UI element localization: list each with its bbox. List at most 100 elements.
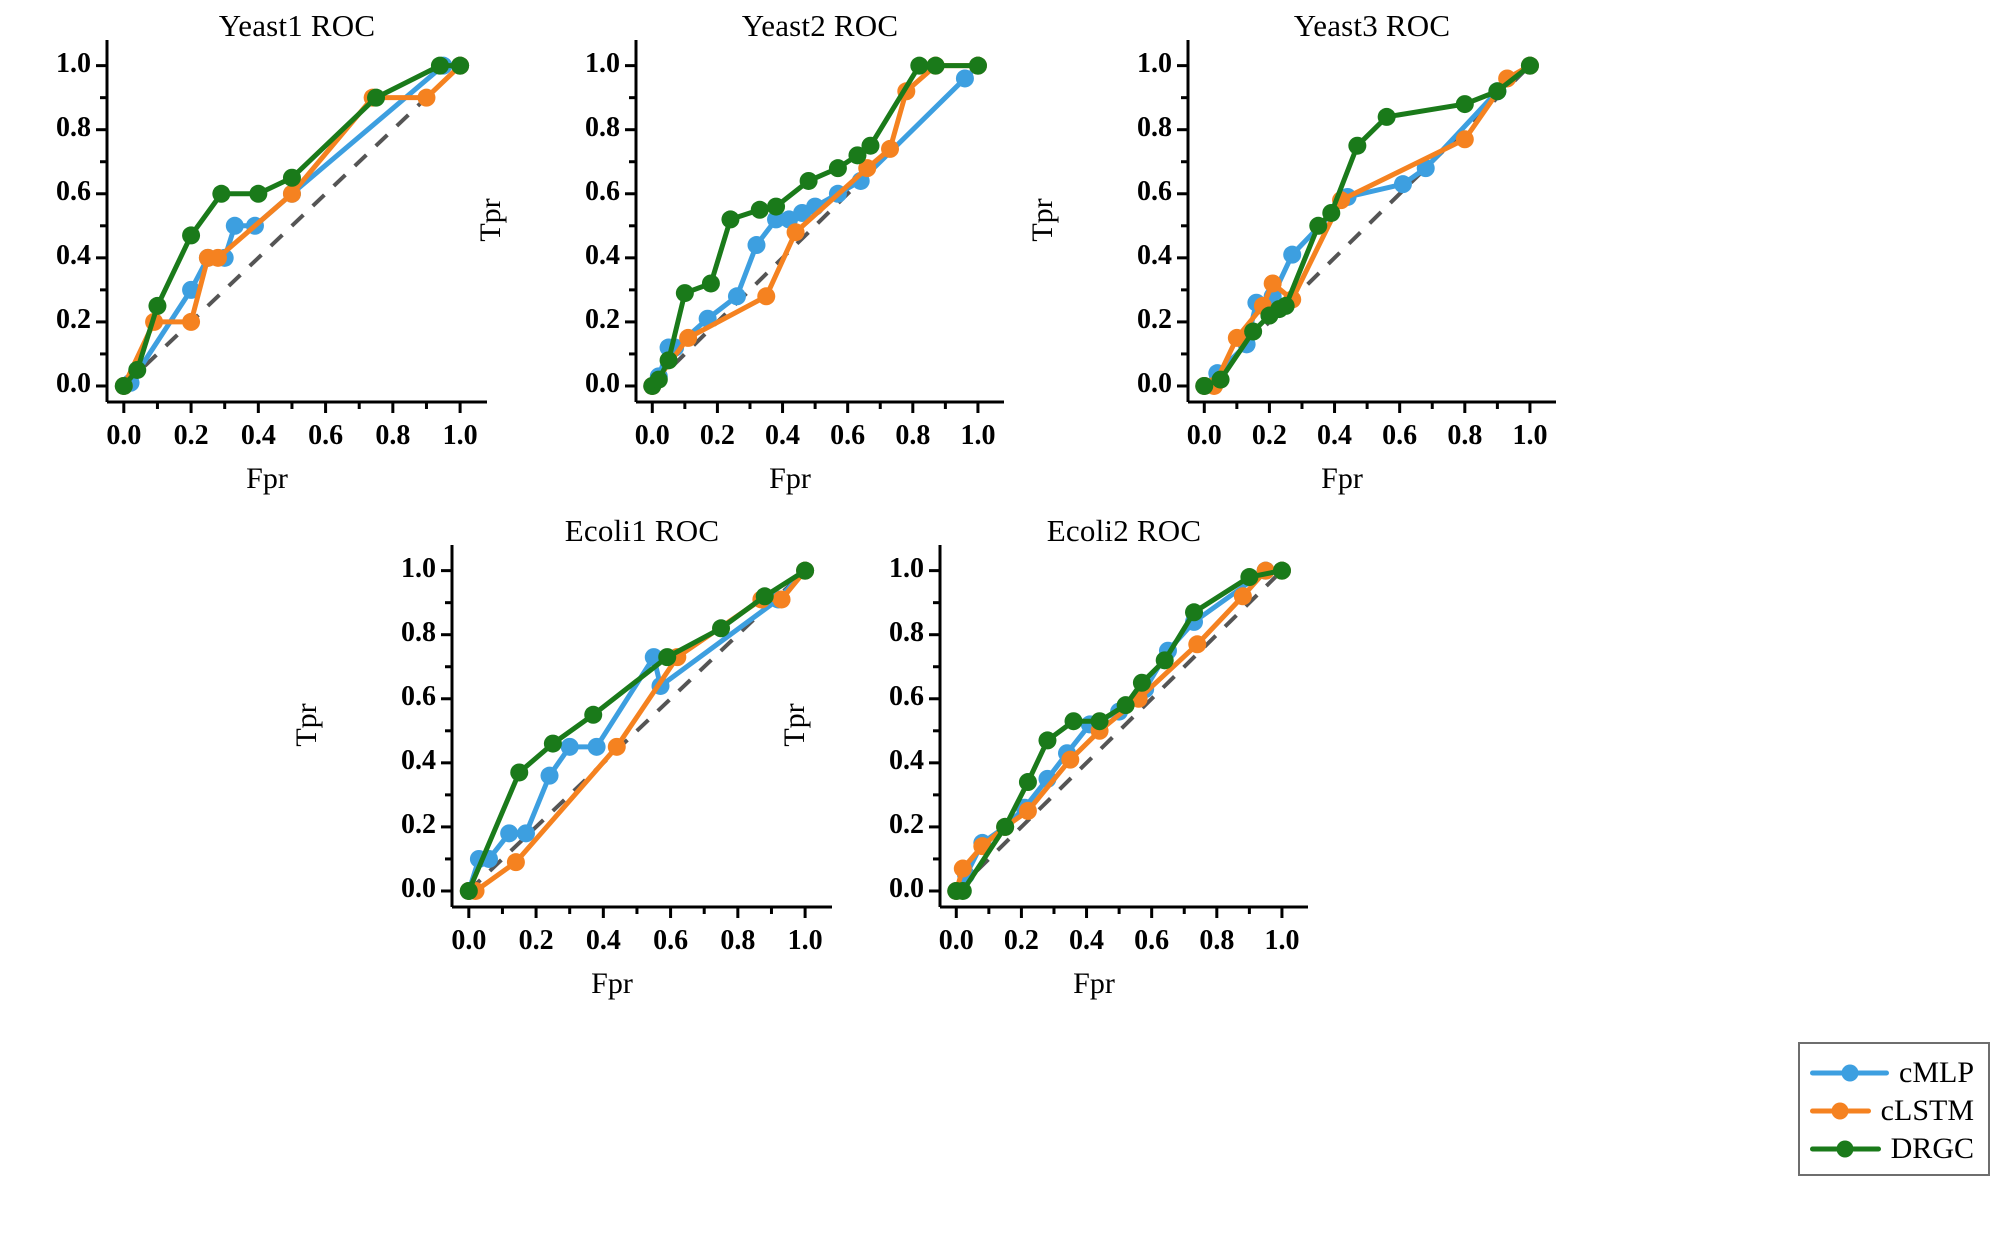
x-tick-label: 0.8 — [895, 420, 931, 451]
y-tick-label: 0.4 — [1137, 239, 1172, 271]
x-tick-label: 0.6 — [308, 420, 344, 451]
x-tick-label: 0.6 — [653, 925, 689, 956]
legend: cMLP cLSTM DRGC — [1798, 1042, 1990, 1176]
y-tick-label: 0.0 — [585, 367, 620, 399]
y-tick-label: 1.0 — [1137, 47, 1172, 79]
panel-title: Yeast2 ROC — [741, 8, 899, 43]
data-point-drgc — [1244, 322, 1263, 341]
x-axis-label: Fpr — [1073, 967, 1115, 1000]
x-tick-label: 1.0 — [787, 925, 823, 956]
data-point-drgc — [1240, 568, 1259, 587]
x-tick-label: 0.0 — [634, 420, 670, 451]
x-tick-label: 1.0 — [1264, 925, 1300, 956]
data-point-drgc — [1195, 376, 1214, 395]
data-point-clstm — [786, 223, 805, 242]
data-point-clstm — [679, 328, 698, 347]
data-point-drgc — [1272, 561, 1291, 580]
y-tick-label: 0.8 — [56, 111, 91, 143]
legend-item-clstm[interactable]: cLSTM — [1810, 1092, 1974, 1130]
data-point-drgc — [926, 56, 945, 75]
y-axis-label: Tpr — [290, 703, 323, 747]
data-point-drgc — [459, 881, 478, 900]
data-point-drgc — [1211, 370, 1230, 389]
diagonal-reference-line — [467, 569, 807, 893]
data-point-drgc — [659, 351, 678, 370]
panel-title: Ecoli2 ROC — [1046, 513, 1202, 548]
data-point-clstm — [182, 312, 201, 331]
y-tick-label: 0.6 — [889, 680, 924, 712]
data-point-drgc — [148, 296, 167, 315]
y-tick-label: 0.6 — [401, 680, 436, 712]
data-point-clstm — [1018, 801, 1037, 820]
y-axis-label: Tpr — [778, 703, 811, 747]
data-point-drgc — [1116, 696, 1135, 715]
y-tick-label: 0.6 — [56, 175, 91, 207]
y-tick-label: 0.8 — [889, 616, 924, 648]
legend-item-drgc[interactable]: DRGC — [1810, 1130, 1974, 1168]
data-point-drgc — [128, 360, 147, 379]
data-point-clstm — [772, 590, 791, 609]
x-axis-label: Fpr — [591, 967, 633, 1000]
data-point-drgc — [658, 648, 677, 667]
y-tick-label: 0.8 — [585, 111, 620, 143]
data-point-drgc — [430, 56, 449, 75]
x-tick-label: 0.4 — [1069, 925, 1105, 956]
data-point-drgc — [510, 763, 529, 782]
panel-yeast1-roc: Yeast1 ROC 0.0 0.2 0.4 0.6 0.8 1.0 0.0 0.2 0.4 0.6… — [20, 0, 607, 495]
x-tick-label: 0.4 — [240, 420, 276, 451]
y-tick-label: 0.8 — [401, 616, 436, 648]
x-tick-label: 0.0 — [106, 420, 142, 451]
data-point-drgc — [1018, 773, 1037, 792]
x-tick-label: 0.8 — [375, 420, 411, 451]
data-point-clstm — [607, 737, 626, 756]
data-point-cmlp — [540, 766, 559, 785]
y-tick-label: 0.2 — [401, 808, 436, 840]
data-point-cmlp — [1283, 245, 1302, 264]
data-point-cmlp — [587, 737, 606, 756]
plot-area — [625, 40, 1004, 413]
data-point-cmlp — [225, 216, 244, 235]
data-point-clstm — [1263, 274, 1282, 293]
series-line-drgc — [121, 63, 463, 389]
panel-ecoli1-roc: Ecoli1 ROC 0.0 0.2 0.4 0.6 0.8 1.0 0.0 0.2 0.4 0.6… — [290, 505, 952, 1000]
data-point-cmlp — [500, 824, 519, 843]
y-tick-label: 0.6 — [585, 175, 620, 207]
data-point-drgc — [1455, 95, 1474, 114]
plot-area — [96, 40, 487, 413]
data-point-cmlp — [560, 737, 579, 756]
plot-area — [1177, 40, 1556, 413]
x-axis-label: Fpr — [769, 462, 811, 495]
data-point-drgc — [968, 56, 987, 75]
data-point-drgc — [750, 200, 769, 219]
x-tick-label: 0.8 — [1447, 420, 1483, 451]
data-point-clstm — [208, 248, 227, 267]
data-point-cmlp — [1416, 159, 1435, 178]
x-tick-label: 0.2 — [518, 925, 554, 956]
legend-item-cmlp[interactable]: cMLP — [1810, 1054, 1974, 1092]
x-tick-label: 0.8 — [720, 925, 756, 956]
x-tick-label: 1.0 — [1512, 420, 1548, 451]
data-point-drgc — [767, 197, 786, 216]
data-point-drgc — [584, 705, 603, 724]
y-tick-label: 0.4 — [889, 744, 924, 776]
data-point-drgc — [701, 274, 720, 293]
y-tick-label: 0.0 — [889, 872, 924, 904]
diagonal-reference-line — [122, 64, 462, 388]
data-point-clstm — [506, 853, 525, 872]
x-tick-label: 0.2 — [173, 420, 209, 451]
data-point-clstm — [1188, 635, 1207, 654]
data-point-drgc — [1348, 136, 1367, 155]
series-line-clstm — [1201, 63, 1533, 389]
panel-title: Yeast1 ROC — [218, 8, 376, 43]
y-tick-label: 0.2 — [1137, 303, 1172, 335]
data-point-cmlp — [767, 210, 786, 229]
y-tick-label: 0.4 — [585, 239, 620, 271]
x-axis-label: Fpr — [1321, 462, 1363, 495]
legend-label-cmlp: cMLP — [1899, 1056, 1974, 1089]
panel-yeast2-roc: Yeast2 ROC 0.0 0.2 0.4 0.6 0.8 1.0 0.0 0.2 0.4 0.6… — [474, 0, 1124, 495]
data-point-drgc — [1488, 82, 1507, 101]
data-point-drgc — [182, 226, 201, 245]
legend-key-cmlp — [1810, 1063, 1889, 1083]
legend-label-clstm: cLSTM — [1880, 1094, 1974, 1127]
